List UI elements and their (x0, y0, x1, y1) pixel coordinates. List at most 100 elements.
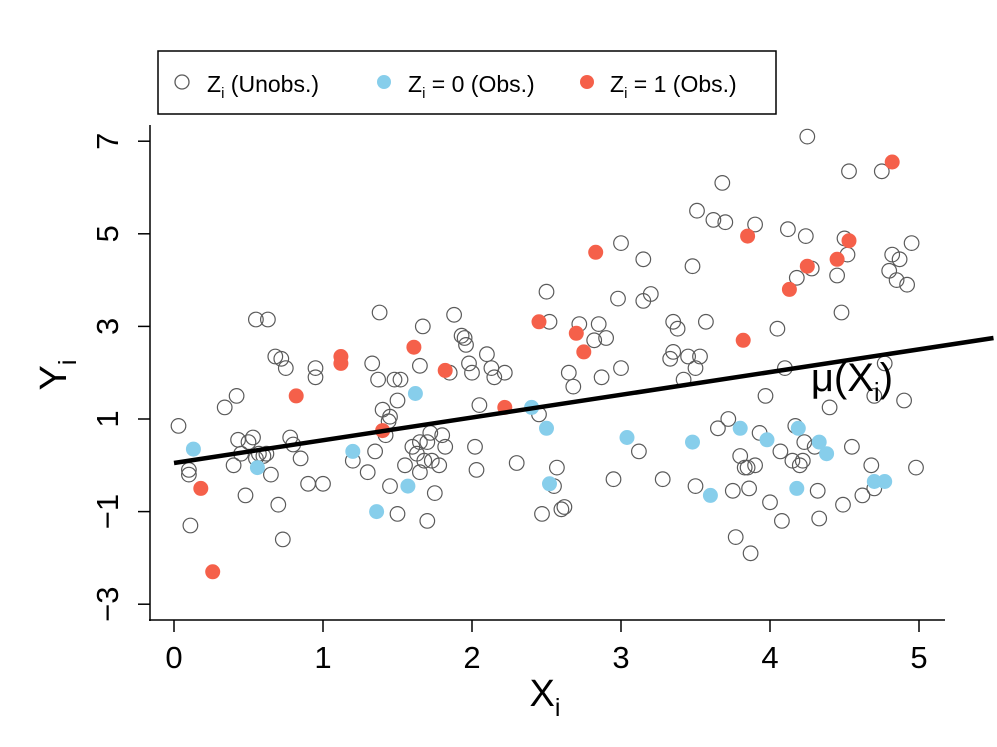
y-tick-label: 1 (90, 410, 125, 427)
point-unobs (538, 283, 555, 300)
point-unobs (367, 443, 384, 460)
point-unobs (866, 388, 883, 404)
point-unobs (593, 369, 610, 386)
point-z1 (437, 362, 453, 378)
legend-text: = 1 (Obs.) (627, 71, 736, 97)
y-tick-label: 7 (90, 133, 125, 150)
point-unobs (692, 348, 708, 365)
point-unobs (471, 397, 488, 414)
point-unobs (687, 360, 704, 377)
mu-label-close: ) (880, 356, 893, 400)
point-unobs (747, 457, 763, 474)
point-unobs (237, 487, 254, 504)
legend-sub: i (221, 85, 224, 102)
point-unobs (610, 290, 626, 307)
legend: Zi (Unobs.) Zi = 0 (Obs.) Zi = 1 (Obs.) (157, 50, 777, 115)
point-unobs (896, 392, 912, 409)
y-tick-label: −1 (90, 494, 125, 529)
point-unobs (371, 304, 388, 321)
point-z1 (735, 332, 751, 348)
point-unobs (598, 330, 614, 346)
point-z1 (531, 314, 547, 330)
legend-marker-z1 (580, 75, 594, 89)
point-unobs (811, 510, 828, 527)
point-z0 (400, 478, 416, 494)
point-unobs (669, 320, 686, 337)
point-unobs (724, 482, 741, 499)
point-unobs (496, 364, 513, 381)
point-unobs (888, 272, 905, 289)
axes: 0 1 2 3 4 5 −3 −1 1 3 5 7 (90, 125, 945, 675)
point-unobs (757, 388, 774, 404)
point-z1 (205, 564, 221, 580)
legend-item-z1: Zi = 1 (Obs.) (580, 71, 737, 102)
point-z0 (702, 487, 718, 503)
legend-label-unobs: Zi (Unobs.) (207, 71, 319, 102)
point-unobs (788, 269, 805, 286)
point-unobs (732, 448, 749, 464)
point-unobs (791, 457, 808, 474)
point-unobs (300, 475, 317, 492)
point-unobs (841, 163, 857, 180)
point-unobs (464, 364, 480, 381)
point-z0 (789, 480, 805, 496)
point-unobs (891, 251, 908, 268)
point-unobs (434, 427, 451, 444)
point-z0 (866, 474, 882, 489)
point-z1 (406, 339, 422, 355)
point-unobs (359, 464, 376, 481)
point-unobs (370, 371, 387, 388)
point-unobs (225, 457, 242, 474)
point-z0 (249, 460, 265, 476)
legend-box (157, 50, 777, 115)
point-unobs (762, 494, 778, 511)
point-unobs (903, 235, 920, 252)
point-z0 (759, 432, 775, 448)
x-tick-label: 0 (165, 640, 182, 675)
point-unobs (833, 304, 850, 321)
point-z0 (877, 474, 893, 489)
point-unobs (467, 438, 483, 455)
point-unobs (397, 457, 413, 474)
point-unobs (446, 306, 463, 323)
data-points (170, 128, 924, 580)
point-unobs (774, 513, 790, 529)
point-unobs (382, 408, 398, 425)
point-unobs (292, 450, 309, 467)
point-unobs (739, 459, 756, 476)
legend-item-z0: Zi = 0 (Obs.) (377, 71, 535, 102)
point-unobs (684, 258, 701, 275)
point-z1 (829, 251, 845, 267)
point-unobs (392, 371, 409, 388)
point-z0 (619, 430, 635, 445)
x-axis-label-sub: i (555, 694, 561, 722)
point-unobs (416, 452, 433, 469)
point-unobs (613, 235, 629, 252)
point-unobs (835, 496, 851, 513)
point-unobs (431, 457, 448, 474)
point-unobs (590, 316, 607, 333)
x-axis-label-main: X (530, 673, 555, 715)
point-z0 (369, 504, 385, 520)
point-unobs (468, 462, 485, 478)
point-unobs (642, 286, 659, 302)
point-unobs (854, 487, 871, 504)
point-unobs (720, 411, 737, 427)
point-unobs (799, 128, 816, 145)
y-axis-label-sub: i (54, 360, 82, 366)
point-z0 (407, 386, 423, 401)
point-unobs (182, 517, 199, 534)
point-z0 (185, 441, 201, 457)
point-unobs (705, 211, 722, 228)
point-unobs (796, 434, 813, 451)
point-unobs (247, 311, 264, 328)
point-unobs (270, 496, 287, 513)
mu-line (173, 335, 994, 466)
point-z1 (576, 344, 592, 360)
point-unobs (389, 392, 406, 409)
y-tick-label: 5 (90, 225, 125, 242)
point-unobs (386, 371, 403, 388)
point-unobs (821, 399, 838, 416)
point-unobs (586, 332, 603, 349)
point-unobs (742, 545, 759, 562)
